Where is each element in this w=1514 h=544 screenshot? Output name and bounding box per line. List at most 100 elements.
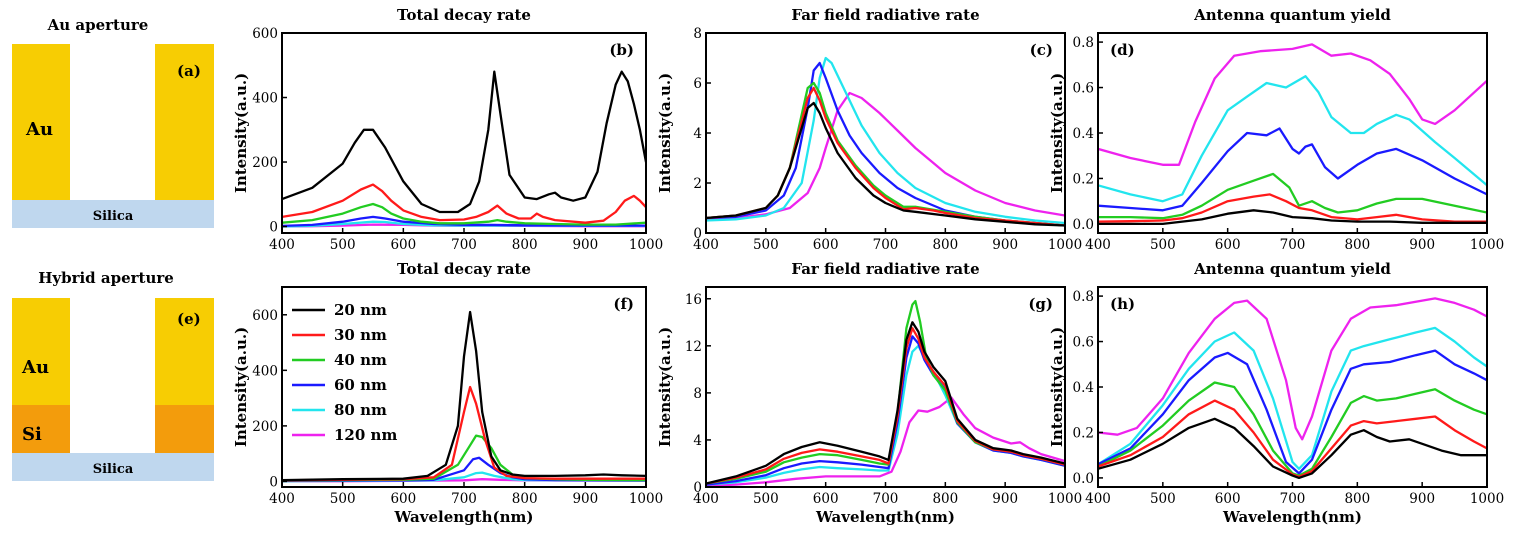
plot-frame [1097, 32, 1488, 234]
series-line-20-nm [706, 321, 1065, 485]
silicon-block-right [155, 405, 214, 453]
x-axis-label: Wavelength(nm) [394, 508, 534, 526]
x-axis-label: Wavelength(nm) [815, 508, 955, 526]
x-tick-label: 700 [873, 237, 899, 253]
x-tick-label: 1000 [1470, 237, 1504, 253]
series-line-120-nm [1098, 297, 1487, 441]
diagram-e-title: Hybrid aperture [38, 269, 174, 287]
chart-panel: Far field radiative rate 400 500 600 700 800 9… [656, 260, 1082, 526]
series-line-20-nm [282, 70, 646, 214]
series-line-30-nm [1098, 193, 1487, 223]
silicon-label: Si [22, 424, 42, 445]
y-tick-label: 0 [693, 480, 702, 496]
series-line-60-nm [282, 215, 646, 228]
x-tick-label: 400 [269, 491, 295, 507]
gold-block-right [155, 298, 214, 405]
y-tick-label: 400 [252, 363, 278, 379]
x-tick-label: 700 [1280, 491, 1306, 507]
x-tick-label: 800 [1344, 491, 1370, 507]
plot-frame [1097, 286, 1488, 488]
x-tick-label: 700 [451, 491, 477, 507]
series-line-60-nm [1098, 349, 1487, 475]
x-tick-label: 400 [269, 237, 295, 253]
x-tick-label: 500 [1150, 237, 1176, 253]
silica-label: Silica [93, 209, 134, 224]
y-tick-label: 4 [693, 433, 702, 449]
legend-entry: 60 nm [334, 376, 387, 394]
y-tick-label: 0.2 [1073, 171, 1094, 187]
y-tick-label: 0.8 [1073, 289, 1094, 305]
y-tick-label: 0.6 [1073, 81, 1094, 97]
x-tick-label: 600 [813, 237, 839, 253]
panel-label: (c) [1030, 41, 1053, 59]
x-tick-label: 900 [992, 237, 1018, 253]
series-line-60-nm [706, 61, 1065, 227]
x-tick-label: 900 [572, 237, 598, 253]
x-tick-label: 500 [753, 491, 779, 507]
diagram-au-aperture: Au aperture Au (a) Silica [12, 16, 214, 228]
x-tick-label: 400 [1085, 237, 1111, 253]
y-tick-label: 0.2 [1073, 425, 1094, 441]
series-line-20-nm [282, 310, 646, 482]
y-tick-label: 0 [693, 226, 702, 242]
x-tick-label: 600 [1215, 491, 1241, 507]
x-tick-label: 700 [873, 491, 899, 507]
y-tick-label: 600 [252, 26, 278, 42]
chart-title: Total decay rate [397, 6, 531, 24]
chart-panel: Total decay rate 400 500 600 700 800 900 1000 0 2… [232, 260, 663, 526]
chart-panel: Antenna quantum yield 400 500 600 700 800 900 1… [1048, 260, 1504, 526]
x-tick-label: 500 [1150, 491, 1176, 507]
chart-title: Antenna quantum yield [1193, 260, 1391, 278]
x-tick-label: 1000 [629, 237, 663, 253]
series-line-120-nm [1098, 43, 1487, 166]
x-tick-label: 700 [1280, 237, 1306, 253]
y-tick-label: 4 [693, 126, 702, 142]
series-line-20-nm [1098, 209, 1487, 226]
silica-label: Silica [93, 462, 134, 477]
y-tick-label: 0.0 [1073, 217, 1094, 233]
series-line-20-nm [706, 101, 1065, 227]
series-line-80-nm [706, 56, 1065, 225]
diagram-a-title: Au aperture [47, 16, 149, 34]
panel-label-a: (a) [177, 62, 201, 80]
chart-title: Total decay rate [397, 260, 531, 278]
gold-block-left [12, 44, 70, 200]
y-tick-label: 0.0 [1073, 471, 1094, 487]
y-tick-label: 0.8 [1073, 35, 1094, 51]
series-line-40-nm [1098, 381, 1487, 477]
x-tick-label: 900 [572, 491, 598, 507]
series-line-20-nm [1098, 417, 1487, 480]
series-line-40-nm [1098, 172, 1487, 220]
series-line-30-nm [706, 327, 1065, 485]
x-tick-label: 900 [992, 491, 1018, 507]
y-tick-label: 12 [685, 339, 702, 355]
y-tick-label: 0.4 [1073, 380, 1094, 396]
chart-panel: Total decay rate 400 500 600 700 800 900 1000 0 2… [232, 6, 663, 253]
series-line-80-nm [1098, 75, 1487, 203]
series-line-60-nm [1098, 127, 1487, 212]
y-axis-label: Intensity(a.u.) [232, 73, 250, 193]
chart-title: Antenna quantum yield [1193, 6, 1391, 24]
metal-label: Au [21, 357, 49, 378]
chart-panel: Antenna quantum yield 400 500 600 700 800 900 1… [1048, 6, 1504, 253]
y-tick-label: 8 [693, 386, 702, 402]
x-tick-label: 800 [1344, 237, 1370, 253]
series-line-120-nm [706, 91, 1065, 221]
x-tick-label: 500 [330, 237, 356, 253]
gold-block-left [12, 298, 70, 405]
x-tick-label: 600 [1215, 237, 1241, 253]
plot-frame [705, 286, 1066, 488]
y-tick-label: 400 [252, 91, 278, 107]
series-line-40-nm [282, 202, 646, 226]
series-line-40-nm [706, 299, 1065, 485]
legend-entry: 30 nm [334, 326, 387, 344]
y-tick-label: 0.6 [1073, 335, 1094, 351]
x-tick-label: 600 [390, 237, 416, 253]
y-tick-label: 2 [693, 176, 702, 192]
y-axis-label: Intensity(a.u.) [1048, 73, 1066, 193]
gold-block-right [155, 44, 214, 200]
y-tick-label: 0 [269, 220, 278, 236]
x-tick-label: 800 [932, 237, 958, 253]
y-tick-label: 0 [269, 474, 278, 490]
